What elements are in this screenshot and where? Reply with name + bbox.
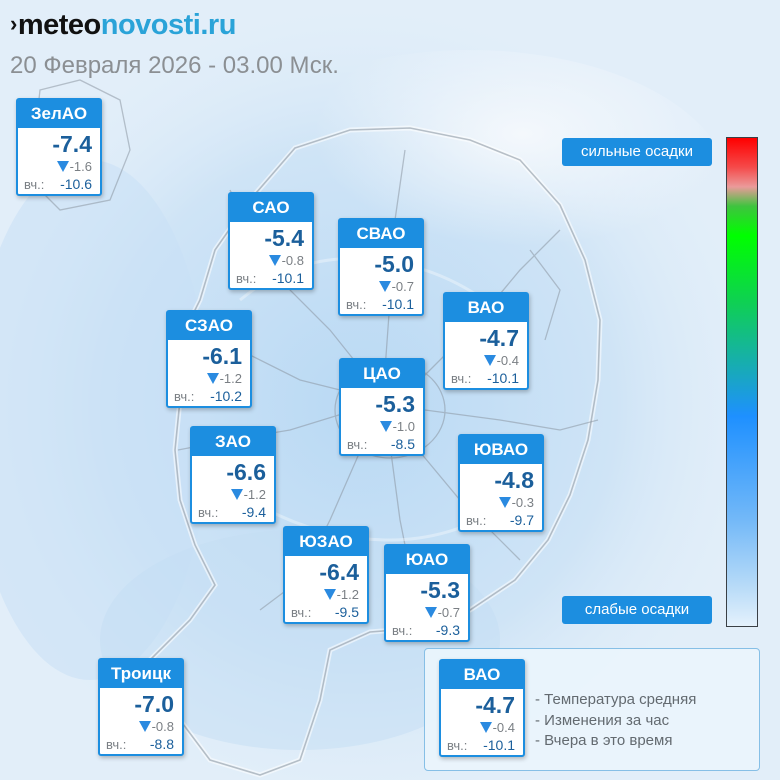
district-hourly-change: -0.8 [268, 253, 304, 269]
down-arrow-icon [138, 721, 151, 732]
down-arrow-icon [378, 281, 391, 292]
district-temperature: -7.0 [134, 691, 174, 717]
district-hourly-change: -0.8 [138, 719, 174, 735]
district-hourly-change: -1.6 [56, 159, 92, 175]
district-card-vao[interactable]: ВАО -4.7 -0.4 вч.: -10.1 [443, 292, 529, 390]
district-name: ЗАО [192, 428, 274, 456]
district-card-yuzao[interactable]: ЮЗАО -6.4 -1.2 вч.: -9.5 [283, 526, 369, 624]
down-arrow-icon [479, 722, 492, 733]
forecast-datetime: 20 Февраля 2026 - 03.00 Мск. [10, 52, 339, 79]
legend-sample-card: ВАО -4.7 -0.4 вч.: -10.1 [439, 659, 525, 757]
down-arrow-icon [323, 589, 336, 600]
legend-line-change: - Изменения за час [535, 711, 670, 729]
district-card-yuao[interactable]: ЮАО -5.3 -0.7 вч.: -9.3 [384, 544, 470, 642]
district-hourly-change: -1.0 [379, 419, 415, 435]
district-temperature: -6.1 [202, 343, 242, 369]
district-yesterday: вч.: -10.1 [451, 370, 519, 386]
district-card-cao[interactable]: ЦАО -5.3 -1.0 вч.: -8.5 [339, 358, 425, 456]
site-logo[interactable]: ›meteonovosti.ru [10, 6, 236, 43]
district-temperature: -5.3 [375, 391, 415, 417]
district-yesterday: вч.: -8.8 [106, 736, 174, 752]
district-temperature: -5.0 [374, 251, 414, 277]
down-arrow-icon [206, 373, 219, 384]
district-yesterday: вч.: -10.2 [174, 388, 242, 404]
scale-label-strong: сильные осадки [562, 138, 712, 166]
district-name: СВАО [340, 220, 422, 248]
district-temperature: -4.7 [479, 325, 519, 351]
down-arrow-icon [268, 255, 281, 266]
district-name: ЮЗАО [285, 528, 367, 556]
down-arrow-icon [56, 161, 69, 172]
legend-line-temperature: - Температура средняя [535, 691, 697, 708]
district-name: САО [230, 194, 312, 222]
scale-label-weak: слабые осадки [562, 596, 712, 624]
district-hourly-change: -0.3 [498, 495, 534, 511]
logo-chevron-icon: › [10, 11, 17, 36]
down-arrow-icon [498, 497, 511, 508]
district-yesterday: вч.: -10.6 [24, 176, 92, 192]
district-hourly-change: -0.4 [483, 353, 519, 369]
district-card-svao[interactable]: СВАО -5.0 -0.7 вч.: -10.1 [338, 218, 424, 316]
legend-panel: ВАО -4.7 -0.4 вч.: -10.1 - Температура ср… [424, 648, 760, 771]
district-temperature: -4.8 [494, 467, 534, 493]
district-card-zelao[interactable]: ЗелАО -7.4 -1.6 вч.: -10.6 [16, 98, 102, 196]
district-name: СЗАО [168, 312, 250, 340]
district-card-yuvao[interactable]: ЮВАО -4.8 -0.3 вч.: -9.7 [458, 434, 544, 532]
district-card-zao[interactable]: ЗАО -6.6 -1.2 вч.: -9.4 [190, 426, 276, 524]
precipitation-scale-bar [726, 137, 758, 627]
legend-sample-change: -0.4 [479, 720, 515, 736]
district-hourly-change: -1.2 [323, 587, 359, 603]
district-name: Троицк [100, 660, 182, 688]
district-yesterday: вч.: -10.1 [346, 296, 414, 312]
district-temperature: -7.4 [52, 131, 92, 157]
district-yesterday: вч.: -9.3 [392, 622, 460, 638]
district-yesterday: вч.: -9.7 [466, 512, 534, 528]
district-yesterday: вч.: -9.5 [291, 604, 359, 620]
district-yesterday: вч.: -8.5 [347, 436, 415, 452]
district-temperature: -5.4 [264, 225, 304, 251]
district-name: ЗелАО [18, 100, 100, 128]
legend-descriptions: - Температура средняя - Изменения за час… [535, 690, 696, 752]
district-name: ВАО [445, 294, 527, 322]
district-hourly-change: -0.7 [424, 605, 460, 621]
district-temperature: -6.6 [226, 459, 266, 485]
logo-text-meteo: meteo [17, 9, 101, 41]
legend-sample-name: ВАО [441, 661, 523, 689]
legend-sample-temperature: -4.7 [475, 692, 515, 718]
down-arrow-icon [483, 355, 496, 366]
logo-text-novosti: novosti.ru [100, 9, 237, 41]
district-hourly-change: -1.2 [230, 487, 266, 503]
district-temperature: -6.4 [319, 559, 359, 585]
down-arrow-icon [424, 607, 437, 618]
district-yesterday: вч.: -10.1 [236, 270, 304, 286]
down-arrow-icon [379, 421, 392, 432]
district-name: ЮАО [386, 546, 468, 574]
district-card-troitsk[interactable]: Троицк -7.0 -0.8 вч.: -8.8 [98, 658, 184, 756]
district-hourly-change: -1.2 [206, 371, 242, 387]
district-temperature: -5.3 [420, 577, 460, 603]
down-arrow-icon [230, 489, 243, 500]
district-name: ЮВАО [460, 436, 542, 464]
district-card-sao[interactable]: САО -5.4 -0.8 вч.: -10.1 [228, 192, 314, 290]
legend-sample-yesterday: вч.: -10.1 [447, 737, 515, 753]
district-hourly-change: -0.7 [378, 279, 414, 295]
district-card-szao[interactable]: СЗАО -6.1 -1.2 вч.: -10.2 [166, 310, 252, 408]
legend-line-yesterday: - Вчера в это время [535, 732, 673, 749]
district-yesterday: вч.: -9.4 [198, 504, 266, 520]
district-name: ЦАО [341, 360, 423, 388]
